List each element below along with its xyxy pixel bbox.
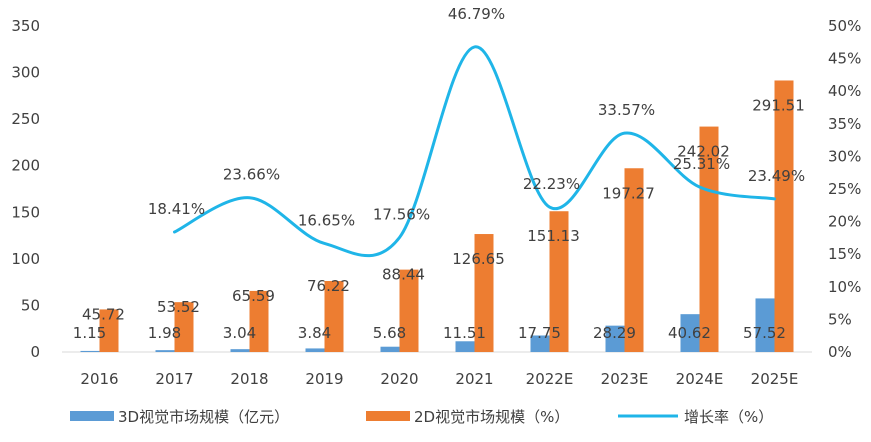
bar-3d	[605, 325, 625, 352]
label-growth: 18.41%	[148, 200, 205, 218]
y-right-tick-label: 25%	[828, 180, 861, 198]
bar-3d	[80, 350, 100, 352]
x-tick-label: 2017	[155, 370, 193, 388]
label-growth: 17.56%	[373, 206, 430, 224]
y-right-tick-label: 10%	[828, 278, 861, 296]
y-left-tick-label: 50	[21, 296, 40, 314]
y-left-tick-label: 250	[11, 110, 40, 128]
legend-label: 3D视觉市场规模（亿元）	[118, 408, 289, 426]
label-3d: 3.84	[298, 324, 331, 342]
label-growth: 23.66%	[223, 166, 280, 184]
bar-2d	[249, 290, 269, 352]
label-growth: 22.23%	[523, 175, 580, 193]
label-growth: 23.49%	[748, 167, 805, 185]
label-3d: 1.98	[148, 324, 181, 342]
bar-2d	[699, 126, 719, 353]
label-2d: 45.72	[82, 305, 125, 323]
y-left-tick-label: 300	[11, 64, 40, 82]
x-tick-label: 2020	[380, 370, 418, 388]
y-right-tick-label: 35%	[828, 115, 861, 133]
bar-3d	[230, 349, 250, 352]
bar-2d	[549, 211, 569, 352]
label-2d: 53.52	[157, 298, 200, 316]
label-3d: 28.29	[593, 324, 636, 342]
y-right-tick-label: 30%	[828, 147, 861, 165]
label-3d: 57.52	[743, 324, 786, 342]
x-tick-label: 2024E	[676, 370, 724, 388]
label-growth: 16.65%	[298, 211, 355, 229]
bar-3d	[305, 348, 325, 352]
y-right-tick-label: 40%	[828, 82, 861, 100]
growth-line-path	[173, 45, 776, 258]
label-2d: 291.51	[752, 96, 805, 114]
y-left-tick-label: 100	[11, 250, 40, 268]
growth-line	[173, 45, 776, 258]
y-left-tick-label: 200	[11, 157, 40, 175]
label-3d: 3.04	[223, 324, 256, 342]
axes: 0 50 100 150 200 250 300 350 0% 5% 10% 15% 20% 25% 30%…	[11, 17, 861, 388]
label-growth: 25.31%	[673, 155, 730, 173]
bar-3d	[530, 335, 550, 352]
y-left-tick-label: 350	[11, 17, 40, 35]
label-2d: 242.02	[677, 143, 730, 161]
legend-swatch	[70, 411, 114, 421]
bar-3d	[380, 346, 400, 352]
bar-2d	[474, 234, 494, 352]
label-growth: 33.57%	[598, 101, 655, 119]
label-3d: 11.51	[443, 324, 486, 342]
bar-3d	[455, 341, 475, 352]
x-tick-label: 2018	[230, 370, 268, 388]
legend-label: 2D视觉市场规模（%）	[414, 408, 569, 426]
label-3d: 17.75	[518, 324, 561, 342]
legend-label: 增长率（%）	[684, 408, 773, 426]
x-tick-label: 2016	[80, 370, 118, 388]
bar-2d	[174, 302, 194, 352]
label-3d: 40.62	[668, 324, 711, 342]
label-growth: 46.79%	[448, 5, 505, 23]
y-right-tick-label: 5%	[828, 310, 852, 328]
bars	[80, 80, 794, 353]
label-3d: 5.68	[373, 324, 406, 342]
bar-2d	[774, 80, 794, 353]
x-tick-label: 2025E	[751, 370, 799, 388]
legend: 3D视觉市场规模（亿元） 2D视觉市场规模（%） 增长率（%）	[70, 408, 773, 426]
label-2d: 126.65	[452, 250, 505, 268]
bar-2d	[99, 309, 119, 352]
bar-2d	[324, 281, 344, 352]
y-left-tick-label: 150	[11, 203, 40, 221]
label-2d: 197.27	[602, 184, 655, 202]
x-tick-label: 2022E	[526, 370, 574, 388]
label-2d: 65.59	[232, 287, 275, 305]
label-2d: 76.22	[307, 277, 350, 295]
bar-3d	[155, 350, 175, 352]
label-2d: 88.44	[382, 266, 425, 284]
x-tick-label: 2019	[305, 370, 343, 388]
y-right-tick-label: 50%	[828, 17, 861, 35]
label-3d: 1.15	[73, 324, 106, 342]
label-2d: 151.13	[527, 227, 580, 245]
y-left-tick-label: 0	[30, 343, 40, 361]
bar-2d	[624, 168, 644, 352]
bar-3d	[755, 298, 775, 352]
x-tick-label: 2023E	[601, 370, 649, 388]
bar-2d	[399, 269, 419, 352]
y-right-tick-label: 45%	[828, 50, 861, 68]
bar-3d	[680, 314, 700, 352]
x-tick-label: 2021	[455, 370, 493, 388]
legend-swatch	[366, 411, 410, 421]
data-labels: 1.15 1.98 3.04 3.84 5.68 11.51 17.75 28.29 40.62…	[73, 5, 805, 342]
y-right-tick-label: 20%	[828, 213, 861, 231]
y-right-tick-label: 15%	[828, 245, 861, 263]
y-right-tick-label: 0%	[828, 343, 852, 361]
